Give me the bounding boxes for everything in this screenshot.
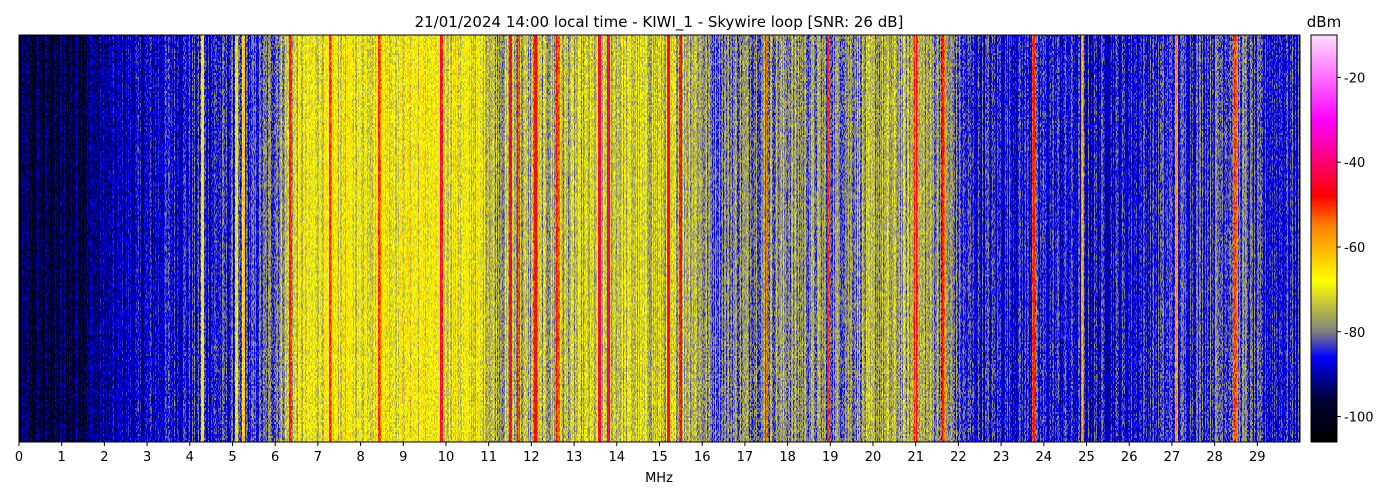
x-tick-label: 15	[651, 450, 668, 465]
x-tick-label: 23	[993, 450, 1010, 465]
x-tick-label: 11	[480, 450, 497, 465]
x-tick-label: 10	[438, 450, 455, 465]
x-tick-label: 9	[399, 450, 407, 465]
x-tick-label: 4	[186, 450, 194, 465]
x-tick-label: 22	[950, 450, 967, 465]
colorbar	[1310, 34, 1338, 443]
x-tick-label: 0	[15, 450, 23, 465]
chart-title: 21/01/2024 14:00 local time - KIWI_1 - S…	[415, 13, 904, 32]
spectrogram-image	[19, 35, 1300, 442]
x-tick-label: 27	[1164, 450, 1181, 465]
colorbar-tick-label: -20	[1344, 71, 1365, 86]
x-tick-label: 7	[314, 450, 322, 465]
x-tick-label: 21	[907, 450, 924, 465]
x-tick-label: 14	[609, 450, 626, 465]
x-tick-label: 19	[822, 450, 839, 465]
x-tick-label: 3	[143, 450, 151, 465]
colorbar-tick-label: -100	[1344, 411, 1374, 426]
colorbar-tick-label: -40	[1344, 156, 1365, 171]
colorbar-ticks: -20 -40 -60 -80 -100	[1337, 71, 1374, 426]
x-tick-label: 1	[58, 450, 66, 465]
x-tick-label: 20	[865, 450, 882, 465]
x-tick-label: 17	[737, 450, 754, 465]
x-tick-label: 26	[1121, 450, 1138, 465]
colorbar-tick-label: -80	[1344, 326, 1365, 341]
x-axis-label: MHz	[645, 471, 673, 486]
x-tick-label: 13	[566, 450, 583, 465]
x-tick-label: 29	[1249, 450, 1266, 465]
x-tick-label: 5	[228, 450, 236, 465]
heatmap-area	[19, 35, 1300, 442]
x-tick-label: 18	[779, 450, 796, 465]
x-tick-label: 16	[694, 450, 711, 465]
x-tick-label: 8	[356, 450, 364, 465]
x-tick-label: 24	[1036, 450, 1053, 465]
colorbar-label: dBm	[1307, 13, 1341, 31]
x-tick-label: 25	[1078, 450, 1095, 465]
x-axis: 0 1 2 3 4 5 6 7 8 9 10 11 12 13 14 15 16 17 18 19 20 21 22 23 24…	[15, 442, 1266, 465]
x-tick-label: 12	[523, 450, 540, 465]
colorbar-tick-label: -60	[1344, 241, 1365, 256]
x-tick-label: 28	[1206, 450, 1223, 465]
x-tick-label: 6	[271, 450, 279, 465]
x-tick-label: 2	[100, 450, 108, 465]
